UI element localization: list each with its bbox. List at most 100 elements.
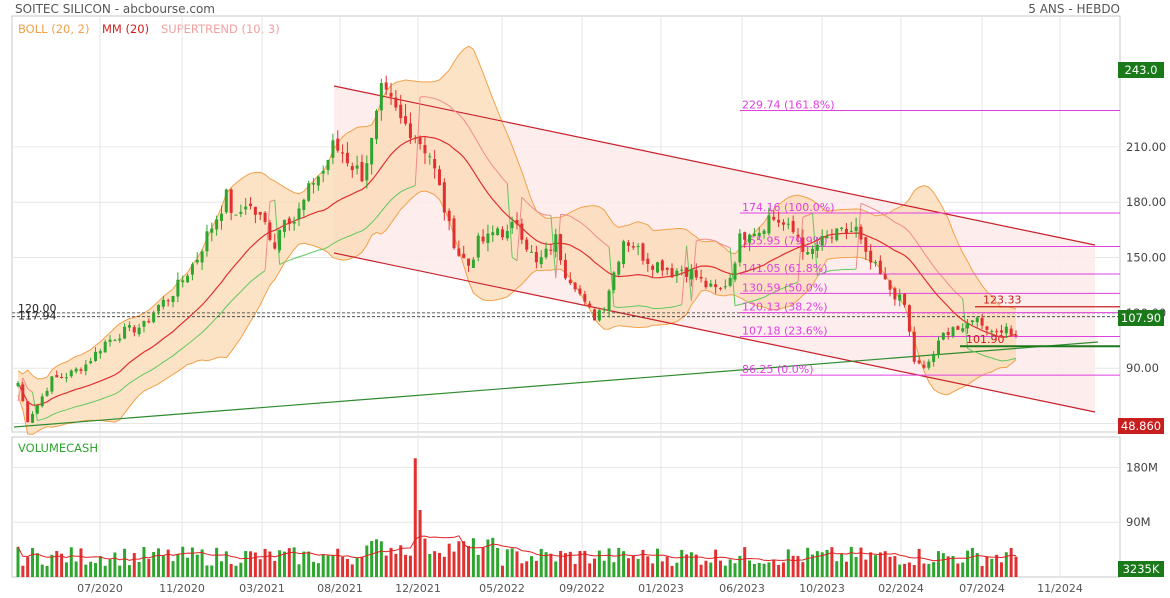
candle-body xyxy=(496,228,500,235)
supertrend-segment xyxy=(114,390,120,395)
candle-body xyxy=(355,165,359,169)
supertrend-segment xyxy=(942,277,949,285)
volume-bar xyxy=(471,538,475,577)
volume-bar xyxy=(210,565,214,577)
candle-body xyxy=(723,286,727,288)
supertrend-segment xyxy=(555,214,562,279)
volume-bar xyxy=(709,562,713,577)
volume-bar xyxy=(394,553,398,577)
volume-bar xyxy=(849,546,853,577)
supertrend-segment xyxy=(802,214,808,218)
candle-body xyxy=(762,230,766,234)
candle-body xyxy=(917,360,921,364)
candle-body xyxy=(767,215,771,234)
volume-bar xyxy=(336,548,340,577)
supertrend-segment xyxy=(264,201,271,271)
volume-bar xyxy=(433,551,437,577)
volume-bar xyxy=(229,564,233,577)
volume-bar xyxy=(166,549,170,577)
volume-bar xyxy=(292,547,296,577)
volume-bar xyxy=(777,564,781,577)
supertrend-segment xyxy=(177,347,184,353)
supertrend-segment xyxy=(783,285,789,289)
supertrend-segment xyxy=(124,382,130,388)
supertrend-segment xyxy=(807,212,813,216)
candle-body xyxy=(471,259,475,268)
candle-body xyxy=(757,232,761,237)
supertrend-segment xyxy=(143,371,150,375)
supertrend-segment xyxy=(928,259,935,267)
volume-bar xyxy=(660,561,664,577)
supertrend-segment xyxy=(95,399,101,402)
volume-bar xyxy=(888,556,892,577)
candle-body xyxy=(1004,326,1008,334)
supertrend-segment xyxy=(681,245,688,305)
candle-body xyxy=(936,340,940,355)
candle-body xyxy=(878,260,882,275)
candle-body xyxy=(210,228,214,233)
supertrend-segment xyxy=(739,302,745,306)
candle-body xyxy=(980,317,984,326)
volume-bar xyxy=(820,552,824,577)
supertrend-segment xyxy=(148,368,154,372)
supertrend-segment xyxy=(22,377,29,390)
volume-bar xyxy=(903,563,907,577)
supertrend-segment xyxy=(947,283,954,290)
candle-body xyxy=(951,327,955,337)
candle-body xyxy=(685,267,689,277)
x-tick-label: 11/2024 xyxy=(1037,582,1083,595)
candle-body xyxy=(675,270,679,277)
candle-body xyxy=(31,414,35,423)
supertrend-segment xyxy=(356,230,363,234)
volume-bar xyxy=(297,564,301,577)
supertrend-segment xyxy=(550,215,557,279)
candle-body xyxy=(181,280,185,283)
period-label[interactable]: 5 ANS - HEBDO xyxy=(1028,2,1120,16)
supertrend-segment xyxy=(977,352,983,356)
candle-body xyxy=(40,396,44,407)
candle-body xyxy=(559,234,563,261)
candle-body xyxy=(970,320,974,323)
supertrend-segment xyxy=(676,304,682,307)
supertrend-segment xyxy=(579,221,586,227)
supertrend-segment xyxy=(502,177,508,184)
supertrend-segment xyxy=(27,388,33,393)
volume-bar xyxy=(752,563,756,577)
volume-bar xyxy=(646,556,650,577)
volume-bar xyxy=(375,539,378,577)
supertrend-segment xyxy=(395,191,402,196)
supertrend-segment xyxy=(603,242,610,248)
legend-moving-average: MM (20) xyxy=(102,22,150,36)
volume-bar xyxy=(491,537,495,577)
volume-bar xyxy=(287,548,291,577)
legend-supertrend: SUPERTREND (10, 3) xyxy=(161,22,280,36)
candle-body xyxy=(404,116,408,124)
candle-body xyxy=(215,219,219,230)
volume-bar xyxy=(186,557,190,577)
volume-bar xyxy=(219,561,223,577)
volume-bar xyxy=(563,553,567,577)
volume-bar xyxy=(927,563,931,577)
supertrend-segment xyxy=(477,143,484,152)
candle-body xyxy=(186,275,190,283)
volume-bar xyxy=(1009,548,1013,577)
supertrend-segment xyxy=(51,412,57,416)
y-tick-label: 180.00 xyxy=(1126,195,1166,209)
supertrend-segment xyxy=(424,96,430,99)
candle-body xyxy=(694,269,698,278)
candle-body xyxy=(157,304,160,312)
supertrend-segment xyxy=(638,305,644,307)
volume-bar xyxy=(859,547,863,577)
candle-body xyxy=(554,234,558,252)
volume-bar xyxy=(990,558,994,577)
supertrend-segment xyxy=(303,252,309,256)
candle-body xyxy=(752,233,756,237)
candle-body xyxy=(975,317,979,323)
legend-volume: VOLUMECASH xyxy=(18,441,99,455)
volume-bar xyxy=(680,549,684,577)
candle-body xyxy=(292,222,296,224)
candle-body xyxy=(312,183,316,185)
supertrend-segment xyxy=(759,296,765,300)
supertrend-segment xyxy=(255,273,261,279)
